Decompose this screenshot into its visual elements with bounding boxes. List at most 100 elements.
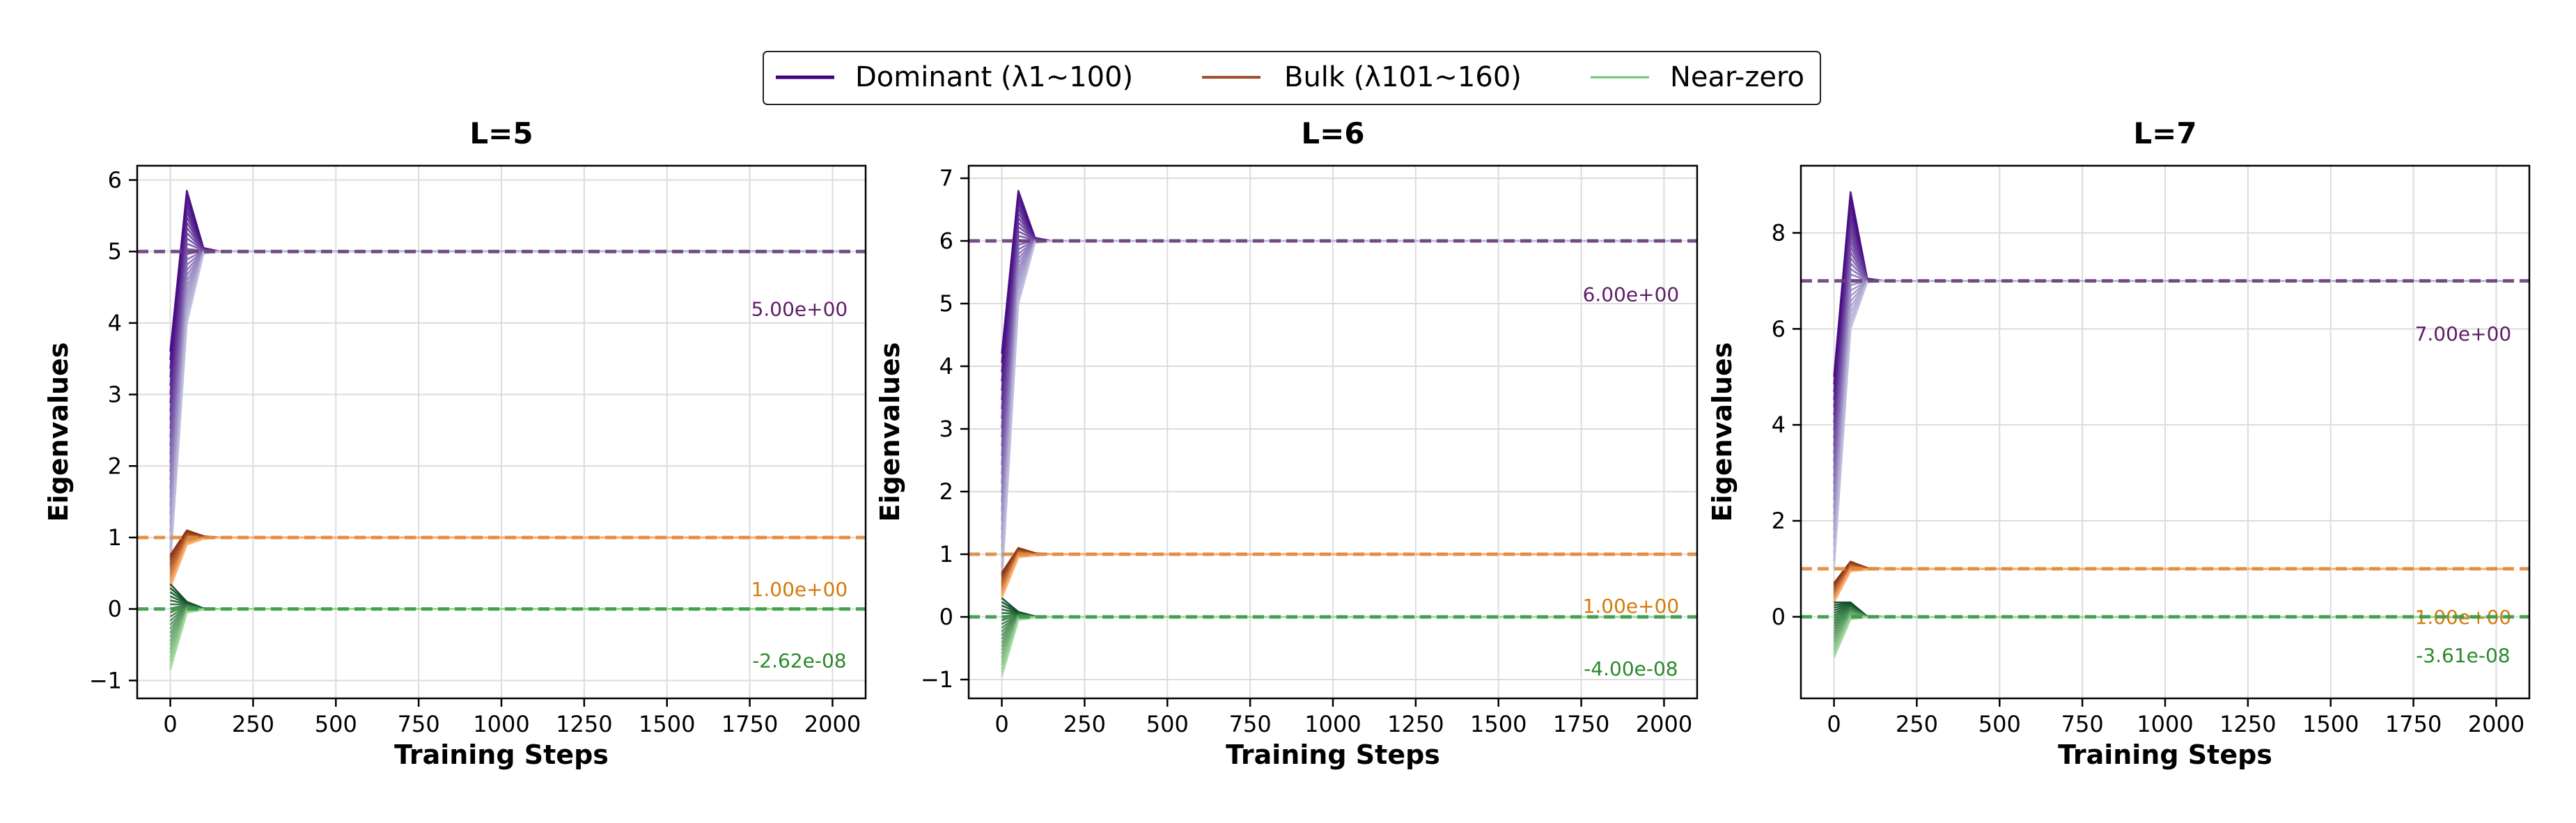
axes: 0 250 500 750 1000 1250 1500 1750 2000 −1 0 1 2 3 4 5 6 7 <box>921 165 1692 737</box>
series-line-dominant <box>1833 224 2513 423</box>
y-axis-label: Eigenvalues <box>43 343 74 522</box>
axes: 0 250 500 750 1000 1250 1500 1750 2000 −1 0 1 2 3 4 5 6 <box>89 167 861 737</box>
x-tick-label: 1750 <box>1553 711 1609 737</box>
series-line-bulk <box>1001 553 1681 597</box>
series-line-nearzero <box>1834 602 2513 618</box>
x-tick-label: 500 <box>1978 711 2021 737</box>
series-dominant <box>169 189 850 567</box>
series-line-bulk <box>1001 551 1681 586</box>
series-line-dominant <box>1001 240 1681 512</box>
panels: 5.00e+001.00e+00-2.62e-080 250 500 750 1000 1… <box>43 116 2531 770</box>
x-tick-label: 1500 <box>1470 711 1527 737</box>
series-line-dominant <box>169 250 850 515</box>
y-tick-label: 1 <box>108 524 122 551</box>
series-dominant <box>1833 191 2513 569</box>
series-line-dominant <box>1833 251 2513 462</box>
series-line-dominant <box>1833 267 2513 485</box>
series-line-bulk <box>1001 553 1681 591</box>
series-line-dominant <box>169 250 850 472</box>
y-tick-label: 4 <box>108 310 122 336</box>
series-line-dominant <box>1833 246 2513 454</box>
reference-label-dominant: 6.00e+00 <box>1583 283 1680 306</box>
series-line-dominant <box>1001 240 1681 521</box>
reference-lines: 5.00e+00 1.00e+00 -2.62e-08 <box>137 249 866 673</box>
series-line-dominant <box>169 250 850 558</box>
series-line-dominant <box>1001 217 1681 410</box>
series-nearzero <box>1001 597 1681 677</box>
series-line-bulk <box>169 536 850 586</box>
x-tick-label: 2000 <box>2468 711 2524 737</box>
reference-label-nearzero: -4.00e-08 <box>1584 657 1678 680</box>
y-tick-label: 8 <box>1772 219 1786 246</box>
series-line-dominant <box>1833 235 2513 439</box>
legend: Dominant (λ1~100) Bulk (λ101~160) Near-z… <box>763 51 1821 105</box>
series-line-dominant <box>1833 279 2513 500</box>
reference-label-nearzero: -3.61e-08 <box>2416 644 2510 667</box>
x-tick-label: 1000 <box>473 711 529 737</box>
y-tick-label: 6 <box>108 167 122 194</box>
series-line-dominant <box>1001 189 1681 354</box>
series-line-dominant <box>1833 280 2513 546</box>
panel-title: L=7 <box>2133 116 2196 150</box>
y-tick-label: 3 <box>108 382 122 408</box>
series-line-dominant <box>169 249 850 455</box>
series-line-dominant <box>1001 239 1681 465</box>
series-line-bulk <box>169 535 850 568</box>
series-line-dominant <box>169 216 850 395</box>
series-line-nearzero <box>1833 609 2513 629</box>
series-line-dominant <box>1001 235 1681 447</box>
series-line-bulk <box>1833 565 2513 595</box>
series-line-dominant <box>1833 280 2513 508</box>
series-line-bulk <box>169 533 850 566</box>
legend-item-dominant: Dominant (λ1~100) <box>776 61 1133 93</box>
series-line-nearzero <box>1833 606 2513 622</box>
series-line-dominant <box>169 195 850 361</box>
series-line-dominant <box>169 221 850 404</box>
series-line-bulk <box>169 529 850 556</box>
series-line-nearzero <box>169 608 850 658</box>
series-line-dominant <box>1001 240 1681 558</box>
y-tick-label: 6 <box>1772 315 1786 342</box>
reference-label-dominant: 5.00e+00 <box>751 297 848 320</box>
series-line-dominant <box>169 226 850 412</box>
series-line-dominant <box>1833 207 2513 400</box>
series-line-bulk <box>169 535 850 571</box>
reference-label-bulk: 1.00e+00 <box>751 578 848 601</box>
series-line-nearzero <box>1001 601 1681 618</box>
series-line-dominant <box>169 205 850 378</box>
series-line-bulk <box>1001 550 1681 583</box>
series-line-nearzero <box>169 595 850 610</box>
series-line-nearzero <box>1833 616 2513 656</box>
x-tick-label: 750 <box>1229 711 1272 737</box>
x-tick-label: 500 <box>315 711 357 737</box>
legend-item-nearzero: Near-zero <box>1591 61 1804 93</box>
x-tick-label: 1250 <box>556 711 612 737</box>
series-line-dominant <box>169 250 850 549</box>
x-axis-label: Training Steps <box>2058 739 2272 770</box>
series-line-dominant <box>1001 239 1681 456</box>
series-line-dominant <box>1833 240 2513 446</box>
y-tick-label: 2 <box>1772 508 1786 534</box>
series-line-bulk <box>1833 566 2513 596</box>
series-line-bulk <box>169 536 850 579</box>
panel-3: 7.00e+001.00e+00-3.61e-08 0 250 500 750 1000 1… <box>1707 116 2531 770</box>
x-tick-label: 0 <box>1827 711 1841 737</box>
series-line-dominant <box>1001 240 1681 586</box>
panel-2: 6.00e+001.00e+00-4.00e-080 250 500 750 1000 1… <box>875 116 1699 770</box>
series-line-bulk <box>1001 553 1681 593</box>
series-line-bulk <box>1001 553 1681 595</box>
series-line-dominant <box>1833 280 2513 523</box>
axes: 0 250 500 750 1000 1250 1500 1750 2000 0 2 4 6 8 <box>1772 219 2525 737</box>
series-line-dominant <box>169 232 850 421</box>
series-line-dominant <box>1001 203 1681 382</box>
y-tick-label: 4 <box>939 353 953 379</box>
series-line-dominant <box>1001 207 1681 391</box>
series-line-dominant <box>1833 213 2513 408</box>
legend-label-nearzero: Near-zero <box>1670 61 1804 93</box>
x-tick-label: 1750 <box>2385 711 2442 737</box>
panel-title: L=6 <box>1301 116 1364 150</box>
series-line-dominant <box>1833 280 2513 561</box>
series-line-dominant <box>169 248 850 446</box>
series-line-dominant <box>1001 226 1681 428</box>
series-line-nearzero <box>1833 610 2513 632</box>
